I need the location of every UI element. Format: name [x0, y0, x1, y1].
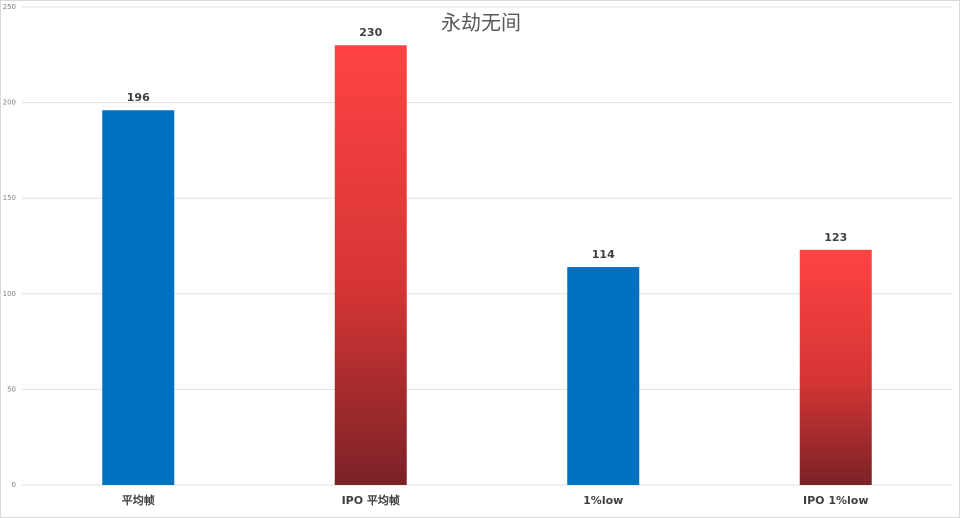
x-tick-label: 1%low — [583, 494, 623, 507]
bar — [567, 267, 640, 485]
data-label: 230 — [359, 26, 382, 39]
y-tick-label: 250 — [3, 3, 16, 11]
data-label: 123 — [824, 231, 847, 244]
y-tick-label: 0 — [12, 481, 16, 489]
x-tick-label: 平均帧 — [122, 493, 155, 507]
data-label: 114 — [592, 248, 615, 261]
y-tick-label: 50 — [7, 385, 16, 393]
y-tick-label: 200 — [3, 99, 16, 107]
x-tick-label: IPO 平均帧 — [342, 493, 400, 507]
bar — [799, 249, 872, 485]
bar — [334, 45, 407, 486]
y-tick-label: 100 — [3, 290, 16, 298]
x-tick-label: IPO 1%low — [803, 494, 869, 507]
chart-title: 永劫无间 — [441, 11, 521, 35]
y-tick-label: 150 — [3, 194, 16, 202]
bar — [102, 110, 175, 486]
data-label: 196 — [127, 91, 150, 104]
